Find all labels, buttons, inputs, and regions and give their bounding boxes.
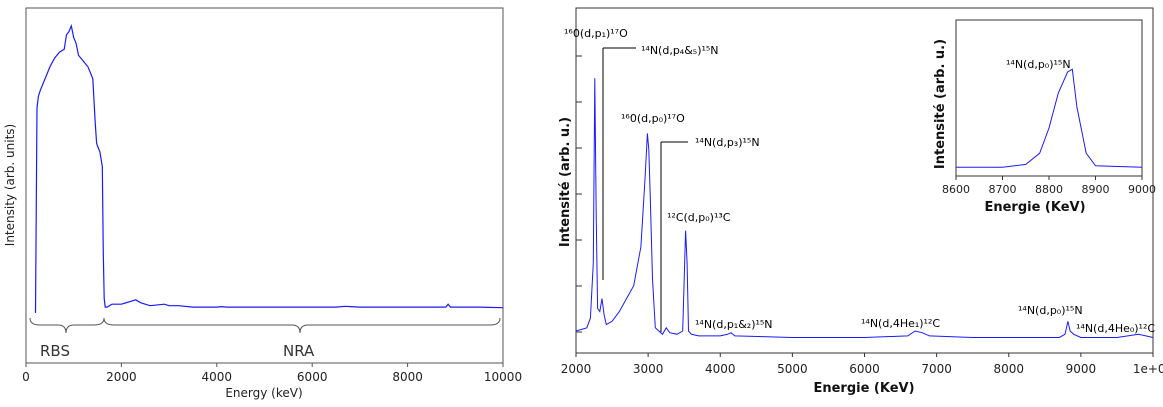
left-x-tick-label: 2000 (106, 370, 137, 384)
left-plot-frame (25, 7, 504, 364)
inset-chart: 8600 8700 8800 8900 9000 ¹⁴N(d,p₀)¹⁵N Energi… (933, 19, 1156, 215)
inset-x-ticks: 8600 8700 8800 8900 9000 (942, 176, 1156, 196)
annotation-o16-p0: ¹⁶0(d,p₀)¹⁷O (621, 112, 685, 125)
inset-annotation: ¹⁴N(d,p₀)¹⁵N (1006, 58, 1071, 71)
left-chart: 0 2000 4000 6000 8000 10000 RBS NRA Energy (k… (3, 7, 522, 400)
left-x-tick-label: 4000 (202, 370, 233, 384)
inset-y-axis-label: Intensité (arb. u.) (933, 39, 948, 169)
left-x-tick-label: 6000 (297, 370, 328, 384)
annotation-n14-4he0: ¹⁴N(d,4He₀)¹²C (1076, 322, 1155, 335)
right-x-tick-label: 4000 (705, 362, 736, 376)
right-x-tick-label: 8000 (993, 362, 1024, 376)
inset-x-axis-label: Energie (KeV) (984, 200, 1085, 215)
right-chart: 2000 3000 4000 5000 6000 7000 8000 9000 1e+04 En… (558, 7, 1163, 396)
inset-x-tick-label: 9000 (1128, 183, 1156, 196)
right-x-tick-label: 6000 (849, 362, 880, 376)
rbs-brace (29, 317, 105, 334)
nra-annotation: NRA (283, 342, 315, 360)
left-x-tick-label: 0 (22, 370, 30, 384)
inset-x-tick-label: 8600 (942, 183, 970, 196)
left-x-axis-label: Energy (keV) (225, 386, 302, 400)
right-x-tick-label: 3000 (633, 362, 664, 376)
annotation-n14-p3: ¹⁴N(d,p₃)¹⁵N (695, 136, 760, 149)
right-x-tick-label: 7000 (921, 362, 952, 376)
right-y-ticks (576, 55, 582, 333)
left-x-ticks: 0 2000 4000 6000 8000 10000 (22, 363, 522, 384)
right-x-axis-label: Energie (KeV) (813, 381, 914, 396)
annotation-c12-p0: ¹²C(d,p₀)¹³C (667, 211, 731, 224)
inset-plot-frame (955, 19, 1143, 177)
annotation-n14-p12: ¹⁴N(d,p₁&₂)¹⁵N (695, 318, 773, 331)
nra-brace (103, 317, 501, 334)
left-x-tick-label: 10000 (484, 370, 522, 384)
inset-x-tick-label: 8900 (1082, 183, 1110, 196)
right-x-tick-label: 9000 (1066, 362, 1097, 376)
left-series-line (34, 23, 504, 314)
right-series-line (575, 78, 1154, 338)
annotation-n14-p0: ¹⁴N(d,p₀)¹⁵N (1018, 304, 1083, 317)
inset-x-tick-label: 8700 (989, 183, 1017, 196)
right-x-tick-label: 5000 (777, 362, 808, 376)
annotation-o16-p1: ¹⁶0(d,p₁)¹⁷O (564, 27, 628, 40)
inset-series-line (956, 68, 1143, 168)
left-y-axis-label: Intensity (arb. units) (3, 124, 17, 246)
left-x-tick-label: 8000 (392, 370, 423, 384)
rbs-annotation: RBS (40, 342, 70, 360)
annotation-n14-4he1: ¹⁴N(d,4He₁)¹²C (861, 317, 940, 330)
inset-x-tick-label: 8800 (1035, 183, 1063, 196)
right-x-tick-label: 1e+04 (1133, 362, 1163, 376)
annotation-n14-p45: ¹⁴N(d,p₄&₅)¹⁵N (641, 44, 719, 57)
right-y-axis-label: Intensité (arb. u.) (558, 117, 573, 247)
right-x-tick-label: 2000 (561, 362, 592, 376)
right-x-ticks: 2000 3000 4000 5000 6000 7000 8000 9000 1e+04 (561, 353, 1163, 376)
